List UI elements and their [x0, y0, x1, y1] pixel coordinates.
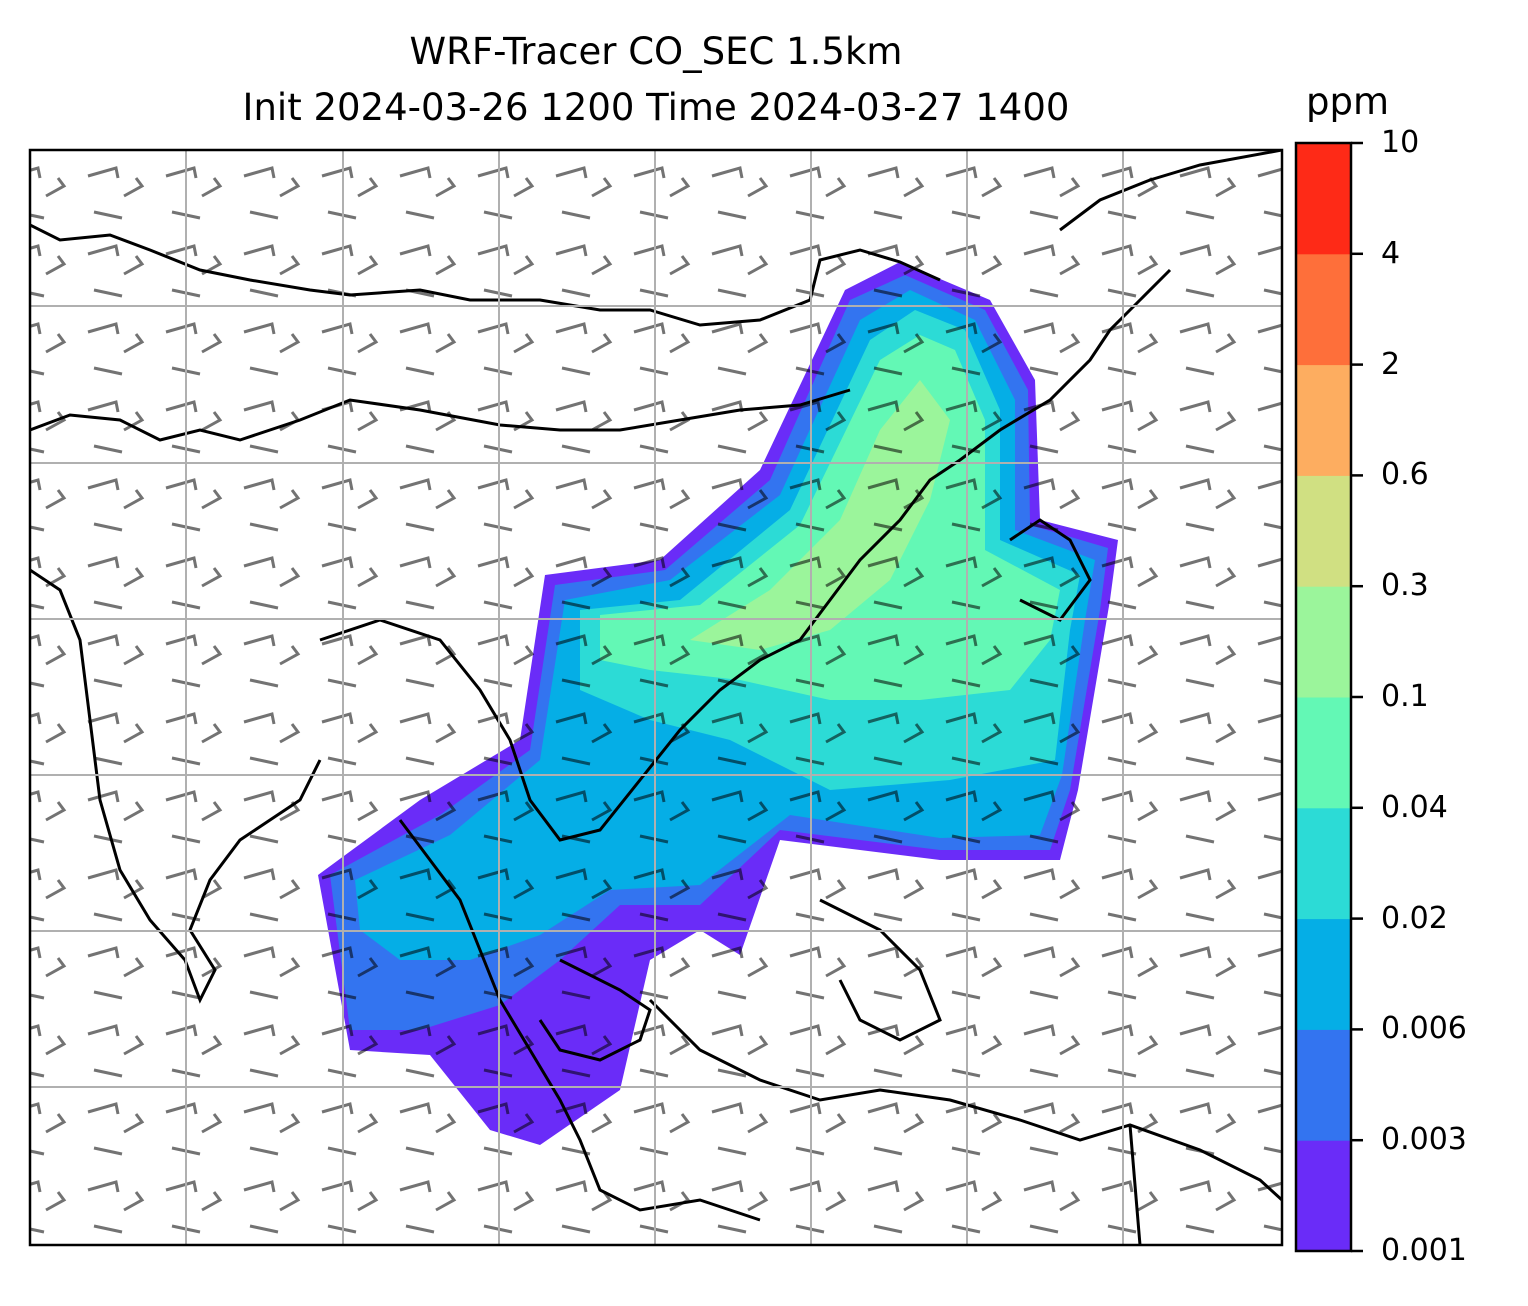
map-title-line2: Init 2024-03-26 1200 Time 2024-03-27 140… [242, 86, 1070, 129]
colorbar-tick-label: 0.04 [1381, 789, 1448, 825]
colorbar-segment [1296, 364, 1351, 476]
colorbar-tick-label: 0.02 [1381, 900, 1448, 936]
colorbar-segment [1296, 1029, 1351, 1141]
colorbar-segment [1296, 143, 1351, 255]
colorbar-unit-label: ppm [1306, 80, 1390, 123]
map-frame [28, 148, 1284, 1247]
colorbar-segment [1296, 918, 1351, 1030]
colorbar-tick-label: 10 [1381, 125, 1420, 160]
colorbar-tick-label: 0.006 [1381, 1011, 1467, 1047]
colorbar-tick-label: 4 [1381, 235, 1401, 271]
colorbar-segment [1296, 697, 1351, 809]
colorbar-tick-label: 0.001 [1381, 1233, 1467, 1268]
colorbar-segment [1296, 1140, 1351, 1252]
map-title-line1: WRF-Tracer CO_SEC 1.5km [409, 30, 903, 73]
colorbar [1296, 143, 1351, 1252]
colorbar-segment [1296, 807, 1351, 920]
gridlines [30, 150, 1282, 1245]
colorbar-segment [1296, 475, 1351, 587]
colorbar-ticks [1351, 141, 1363, 1253]
colorbar-tick-label: 0.6 [1381, 457, 1429, 493]
colorbar-tick-label: 2 [1381, 346, 1401, 382]
colorbar-tick-label: 0.1 [1381, 679, 1429, 714]
colorbar-segment [1296, 586, 1351, 698]
colorbar-tick-label: 0.003 [1381, 1122, 1467, 1158]
colorbar-segment [1296, 253, 1351, 366]
colorbar-tick-label: 0.3 [1381, 568, 1429, 604]
